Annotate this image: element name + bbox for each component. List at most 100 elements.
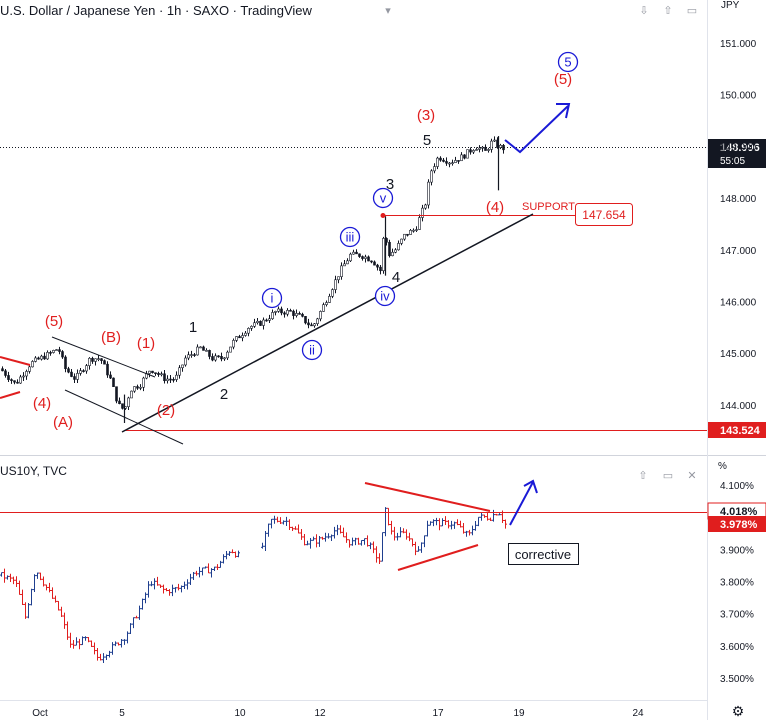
candle-body xyxy=(88,357,91,366)
lower-pane-up-icon[interactable]: ⇧ xyxy=(638,470,648,482)
wave-label-blue: i xyxy=(271,291,274,306)
candle-body xyxy=(313,323,316,327)
candle-body xyxy=(265,319,268,322)
candle-body xyxy=(322,304,325,312)
time-tick-label: 24 xyxy=(632,708,644,719)
candle-body xyxy=(379,266,382,272)
lower-pane-close-icon[interactable]: ✕ xyxy=(687,470,697,482)
candle-body xyxy=(223,357,226,360)
wave-label-red: (4) xyxy=(33,395,51,412)
support-price: 147.654 xyxy=(582,208,626,222)
candle-body xyxy=(454,160,457,163)
candle-body xyxy=(424,204,427,209)
candle-body xyxy=(199,346,202,349)
candle-body xyxy=(472,150,475,153)
time-tick-label: Oct xyxy=(32,708,48,719)
candle-body xyxy=(82,370,85,372)
candle-body xyxy=(334,279,337,290)
candle-body xyxy=(229,346,232,353)
candle-body xyxy=(7,375,10,380)
lower-pane-maximize-icon[interactable]: ▭ xyxy=(662,470,674,482)
candle-body xyxy=(10,379,13,381)
corrective-box xyxy=(508,543,579,565)
settings-gear-icon[interactable]: ⚙ xyxy=(731,703,745,719)
candle-body xyxy=(412,229,415,232)
candle-body xyxy=(478,147,481,150)
time-tick-label: 5 xyxy=(119,708,125,719)
trend-line xyxy=(121,213,534,433)
candle-body xyxy=(130,390,133,399)
wave-label-red: (2) xyxy=(157,402,175,419)
candle-body xyxy=(319,311,322,320)
candle-body xyxy=(346,260,349,265)
candle-body xyxy=(298,313,301,315)
candle-body xyxy=(304,316,307,324)
wave-label-red: (5) xyxy=(45,313,63,330)
pct-tick-label: 4.100% xyxy=(720,481,754,492)
candle-body xyxy=(235,336,238,341)
yield-arrowhead xyxy=(523,479,538,494)
candle-body xyxy=(67,368,70,373)
us10y-bars xyxy=(0,507,507,663)
price-tick-label: 148.000 xyxy=(720,194,757,205)
left-red-line xyxy=(0,356,31,366)
candle-body xyxy=(436,157,439,167)
pane-up-icon[interactable]: ⇧ xyxy=(663,5,673,17)
wave-label-blue: ii xyxy=(309,343,315,358)
candle-body xyxy=(397,243,400,251)
candle-body xyxy=(238,336,241,339)
collapse-icon[interactable]: ▾ xyxy=(385,5,391,17)
candle-body xyxy=(193,354,196,356)
low-level-badge xyxy=(708,422,766,438)
yield-level-value: 4.018% xyxy=(720,506,758,518)
candle-body xyxy=(475,149,478,151)
candle-body xyxy=(190,354,193,356)
yield-last-badge xyxy=(708,516,766,532)
usdjpy-candles xyxy=(1,136,505,423)
candle-body xyxy=(142,377,145,388)
candle-body xyxy=(220,356,223,360)
wave-circle xyxy=(372,187,394,209)
wave-circle xyxy=(261,287,283,309)
pane-down-icon[interactable]: ⇩ xyxy=(639,5,649,17)
candle-body xyxy=(439,157,442,161)
candle-body xyxy=(259,320,262,326)
candle-body xyxy=(406,233,409,236)
candle-body xyxy=(85,365,88,372)
candle-body xyxy=(247,328,250,334)
wave-label-black: 5 xyxy=(423,132,431,149)
wave-label-red: (3) xyxy=(417,107,435,124)
maximize-icon[interactable]: ▭ xyxy=(686,5,698,17)
candle-body xyxy=(118,400,121,405)
candle-body xyxy=(421,207,424,218)
candle-body xyxy=(1,368,4,372)
candle-body xyxy=(37,357,40,360)
candle-body xyxy=(100,358,103,361)
candle-body xyxy=(409,230,412,235)
candle-body xyxy=(187,354,190,359)
candle-body xyxy=(466,149,469,159)
candle-body xyxy=(76,373,79,380)
price-tick-label: 144.000 xyxy=(720,401,757,412)
wave-circle xyxy=(339,226,361,248)
triangle-lower xyxy=(397,544,479,571)
channel-upper xyxy=(51,336,156,378)
candle-body xyxy=(31,361,34,368)
candle-body xyxy=(373,261,376,266)
pct-tick-label: 3.900% xyxy=(720,545,754,556)
projection-arrowhead xyxy=(556,103,571,119)
price-tick-label: 151.000 xyxy=(720,39,757,50)
candle-body xyxy=(112,377,115,387)
candle-body xyxy=(13,380,16,383)
candle-body xyxy=(16,381,19,384)
candle-body xyxy=(181,364,184,369)
candle-body xyxy=(391,251,394,257)
candle-body xyxy=(79,370,82,374)
wave-label-blue: iv xyxy=(380,289,390,304)
candle-body xyxy=(445,161,448,164)
candle-body xyxy=(400,238,403,244)
candle-body xyxy=(376,264,379,268)
candle-body xyxy=(49,352,52,354)
pct-tick-label: 3.500% xyxy=(720,674,754,685)
candle-body xyxy=(460,154,463,162)
